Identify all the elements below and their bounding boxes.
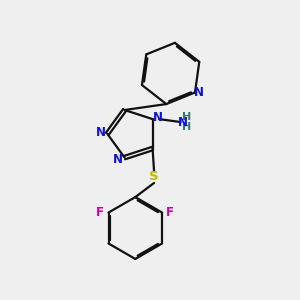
Text: N: N xyxy=(194,86,204,99)
Text: N: N xyxy=(96,126,106,139)
Text: H: H xyxy=(182,112,191,122)
Text: N: N xyxy=(153,111,163,124)
Text: F: F xyxy=(166,206,174,219)
Text: S: S xyxy=(149,170,159,183)
Text: N: N xyxy=(113,153,123,166)
Text: N: N xyxy=(178,116,188,128)
Text: F: F xyxy=(96,206,104,219)
Text: H: H xyxy=(182,122,191,132)
